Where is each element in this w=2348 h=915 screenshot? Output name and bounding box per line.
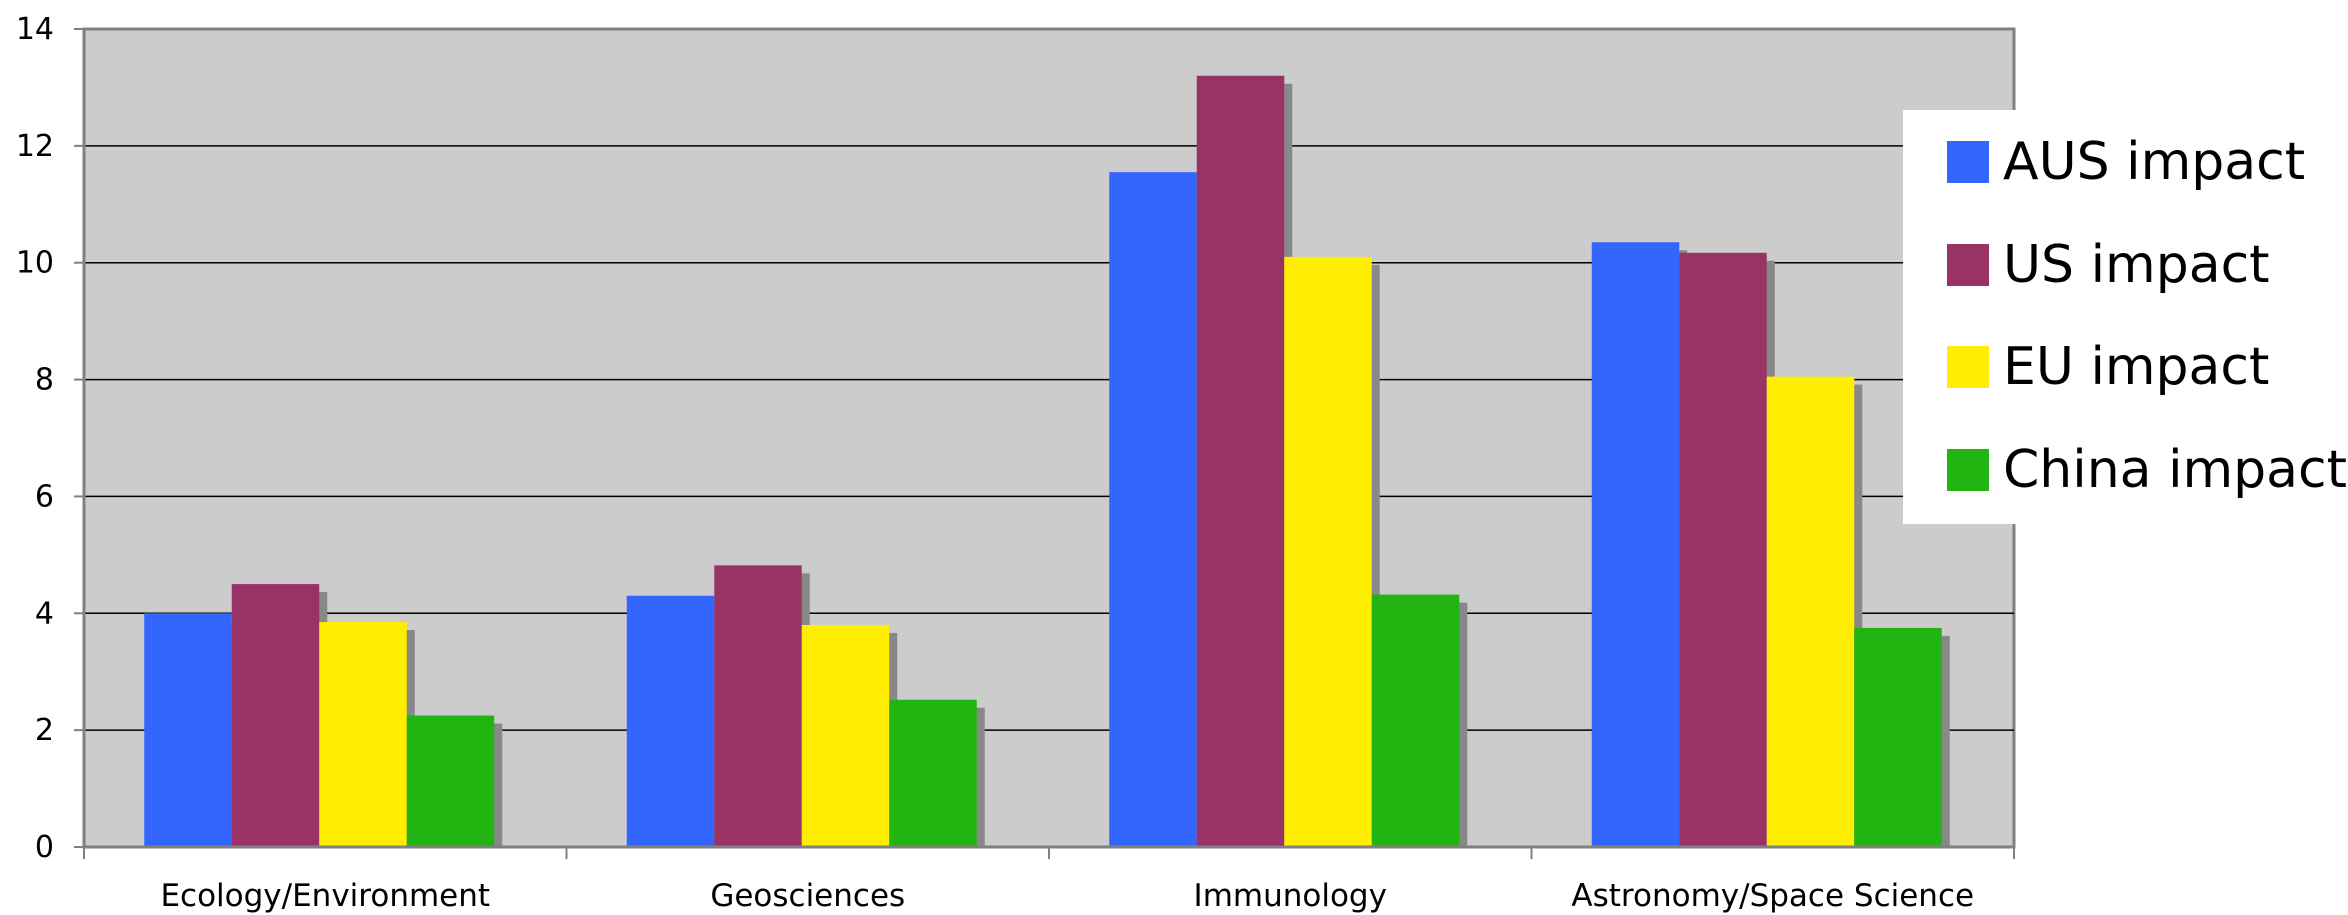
y-tick-label: 12 [16,129,54,164]
bar-aus-impact [1591,242,1680,847]
bars-group [144,75,1950,847]
x-category-label: Ecology/Environment [160,878,490,914]
y-tick-label: 4 [35,596,54,631]
y-axis-ticks: 0 2 4 6 8 10 12 14 [16,12,84,865]
y-tick-label: 14 [16,12,54,47]
legend-swatch [1947,141,1989,183]
x-category-label: Immunology [1194,878,1387,914]
legend-label: US impact [2003,235,2270,295]
legend-swatch [1947,244,1989,286]
bar-us-impact [1679,252,1767,847]
legend-label: EU impact [2003,337,2269,397]
bar-us-impact [1196,75,1285,847]
bar-china-impact [1371,594,1460,847]
bar-us-impact [231,584,320,847]
bar-china-impact [889,699,977,847]
bar-aus-impact [626,595,715,847]
x-category-label: Geosciences [710,878,905,914]
bar-aus-impact [144,613,232,847]
x-category-label: Astronomy/Space Science [1571,878,1974,914]
legend-label: AUS impact [2003,132,2305,192]
legend-label: China impact [2003,440,2347,500]
bar-eu-impact [1766,376,1855,847]
y-tick-label: 0 [35,830,54,865]
y-tick-label: 6 [35,479,54,514]
bar-china-impact [406,715,495,847]
y-tick-label: 2 [35,713,54,748]
y-tick-label: 8 [35,363,54,398]
legend: AUS impact US impact EU impact China impact [1903,110,2348,524]
axes-group [82,29,2015,859]
bar-us-impact [714,565,802,847]
x-axis-categories: Ecology/Environment Geosciences Immunology… [160,878,1974,914]
bar-aus-impact [1109,172,1197,847]
bar-china-impact [1854,627,1942,847]
legend-swatch [1947,346,1989,388]
bar-eu-impact [1284,256,1372,847]
bar-eu-impact [319,622,407,847]
y-tick-label: 10 [16,246,54,281]
bar-eu-impact [801,624,890,847]
legend-swatch [1947,449,1989,491]
